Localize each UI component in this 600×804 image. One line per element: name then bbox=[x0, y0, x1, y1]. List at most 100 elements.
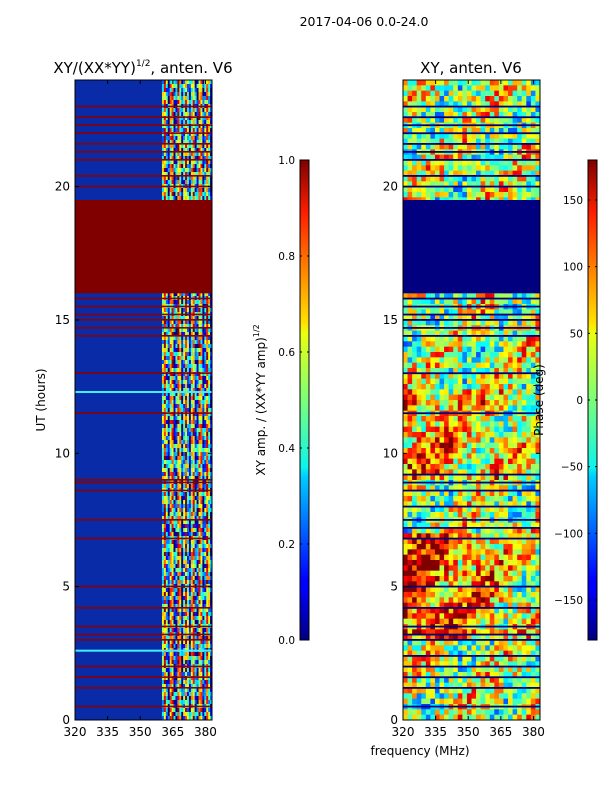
heatmap-cell bbox=[481, 133, 486, 139]
heatmap-cell bbox=[168, 524, 170, 528]
heatmap-cell bbox=[200, 492, 202, 496]
heatmap-cell bbox=[175, 616, 177, 620]
heatmap-cell bbox=[168, 328, 170, 332]
heatmap-cell bbox=[193, 500, 195, 504]
heatmap-cell bbox=[172, 336, 174, 340]
heatmap-cell bbox=[200, 416, 202, 420]
heatmap-cell bbox=[181, 160, 183, 164]
heatmap-cell bbox=[177, 424, 179, 428]
heatmap-cell bbox=[208, 572, 210, 576]
heatmap-cell bbox=[200, 452, 202, 456]
heatmap-cell bbox=[193, 128, 195, 132]
heatmap-cell bbox=[187, 128, 189, 132]
heatmap-cell bbox=[417, 117, 422, 123]
heatmap-cell bbox=[199, 652, 201, 656]
heatmap-cell bbox=[208, 628, 210, 632]
heatmap-cell bbox=[208, 80, 210, 84]
heatmap-cell bbox=[174, 356, 176, 360]
heatmap-cell bbox=[166, 432, 168, 436]
heatmap-cell bbox=[172, 592, 174, 596]
heatmap-cell bbox=[490, 165, 495, 171]
heatmap-cell bbox=[164, 352, 166, 356]
heatmap-cell bbox=[197, 696, 199, 700]
heatmap-cell bbox=[193, 164, 195, 168]
heatmap-cell bbox=[175, 576, 177, 580]
heatmap-cell bbox=[185, 448, 187, 452]
heatmap-cell bbox=[162, 504, 164, 508]
heatmap-cell bbox=[166, 596, 168, 600]
heatmap-cell bbox=[426, 165, 431, 171]
heatmap-cell bbox=[472, 192, 477, 198]
heatmap-cell bbox=[476, 80, 481, 86]
heatmap-cell bbox=[185, 84, 187, 88]
heatmap-cell bbox=[162, 660, 164, 664]
heatmap-cell bbox=[181, 432, 183, 436]
heatmap-cell bbox=[202, 576, 204, 580]
heatmap-cell bbox=[181, 560, 183, 564]
heatmap-cell bbox=[200, 356, 202, 360]
heatmap-cell bbox=[181, 404, 183, 408]
heatmap-cell bbox=[185, 164, 187, 168]
heatmap-cell bbox=[208, 360, 210, 364]
heatmap-cell bbox=[183, 484, 185, 488]
heatmap-cell bbox=[197, 652, 199, 656]
heatmap-cell bbox=[200, 340, 202, 344]
heatmap-cell bbox=[174, 108, 176, 112]
heatmap-cell bbox=[164, 692, 166, 696]
heatmap-cell bbox=[199, 404, 201, 408]
heatmap-cell bbox=[202, 616, 204, 620]
heatmap-cell bbox=[408, 144, 413, 150]
heatmap-cell bbox=[197, 460, 199, 464]
heatmap-cell bbox=[166, 700, 168, 704]
heatmap-cell bbox=[179, 496, 181, 500]
heatmap-cell bbox=[526, 160, 531, 166]
heatmap-cell bbox=[485, 107, 490, 113]
heatmap-cell bbox=[472, 165, 477, 171]
heatmap-cell bbox=[200, 564, 202, 568]
heatmap-cell bbox=[170, 436, 172, 440]
heatmap-cell bbox=[181, 80, 183, 84]
heatmap-cell bbox=[462, 160, 467, 166]
heatmap-cell bbox=[172, 436, 174, 440]
heatmap-cell bbox=[183, 592, 185, 596]
heatmap-cell bbox=[195, 136, 197, 140]
heatmap-cell bbox=[191, 548, 193, 552]
heatmap-cell bbox=[206, 180, 208, 184]
heatmap-cell bbox=[197, 380, 199, 384]
heatmap-cell bbox=[208, 460, 210, 464]
heatmap-cell bbox=[187, 96, 189, 100]
heatmap-cell bbox=[503, 80, 508, 86]
heatmap-cell bbox=[208, 424, 210, 428]
heatmap-cell bbox=[481, 165, 486, 171]
heatmap-cell bbox=[179, 564, 181, 568]
heatmap-cell bbox=[166, 88, 168, 92]
heatmap-cell bbox=[195, 308, 197, 312]
heatmap-cell bbox=[174, 416, 176, 420]
heatmap-cell bbox=[172, 712, 174, 716]
heatmap-cell bbox=[183, 628, 185, 632]
heatmap-cell bbox=[208, 440, 210, 444]
heatmap-cell bbox=[170, 120, 172, 124]
heatmap-cell bbox=[204, 520, 206, 524]
heatmap-cell bbox=[175, 592, 177, 596]
heatmap-cell bbox=[197, 348, 199, 352]
heatmap-cell bbox=[177, 196, 179, 200]
heatmap-cell bbox=[179, 120, 181, 124]
heatmap-cell bbox=[174, 628, 176, 632]
heatmap-cell bbox=[189, 500, 191, 504]
heatmap-cell bbox=[202, 436, 204, 440]
heatmap-cell bbox=[206, 496, 208, 500]
heatmap-cell bbox=[206, 120, 208, 124]
heatmap-cell bbox=[185, 620, 187, 624]
heatmap-cell bbox=[191, 112, 193, 116]
heatmap-cell bbox=[195, 500, 197, 504]
heatmap-cell bbox=[187, 408, 189, 412]
heatmap-cell bbox=[458, 85, 463, 91]
heatmap-cell bbox=[166, 628, 168, 632]
heatmap-cell bbox=[175, 396, 177, 400]
heatmap-cell bbox=[193, 108, 195, 112]
heatmap-cell bbox=[175, 152, 177, 156]
heatmap-cell bbox=[204, 144, 206, 148]
heatmap-cell bbox=[175, 568, 177, 572]
heatmap-cell bbox=[187, 596, 189, 600]
